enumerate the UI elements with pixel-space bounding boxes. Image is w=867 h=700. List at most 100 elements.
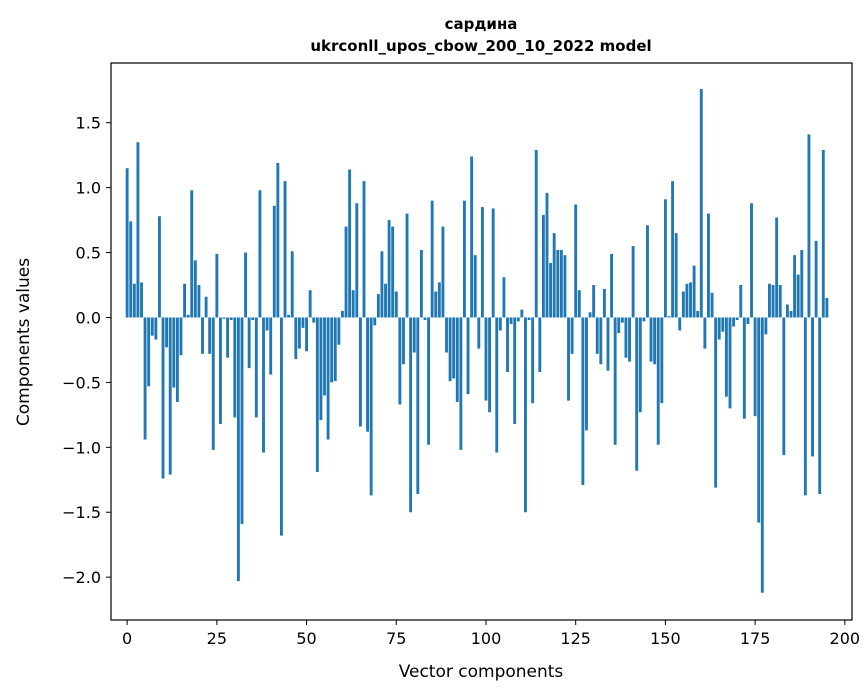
bar [506,317,509,373]
bar [409,317,413,513]
bar [714,317,718,488]
bar [574,204,578,318]
x-tick-label: 100 [471,629,502,648]
bar [707,213,710,318]
bar [165,317,169,348]
bar [305,317,308,352]
bar [172,317,176,388]
bar [599,317,603,365]
bar [369,317,373,496]
bar [323,317,326,396]
bar [136,142,140,318]
bar [283,181,287,318]
bar [233,317,237,418]
bar [219,317,222,424]
bar [480,207,484,318]
bar [391,226,395,318]
bar [502,277,506,318]
bar [175,317,179,402]
bar [541,214,545,318]
bar [628,317,631,362]
bar [366,317,369,432]
bar [818,317,822,495]
x-tick-label: 125 [560,629,591,648]
bar [595,317,599,354]
bar [703,317,707,349]
bar [796,274,800,318]
bar [559,249,563,318]
bar [229,317,233,321]
bar [301,317,305,328]
y-tick-label: 1.5 [76,114,101,133]
x-tick-label: 175 [740,629,771,648]
chart-subtitle: ukrconll_upos_cbow_200_10_2022 model [310,37,651,55]
bar [681,291,685,318]
bar [728,317,732,409]
bar [624,317,628,358]
bar [236,317,240,582]
bar [387,220,391,318]
x-axis-label: Vector components [399,662,564,682]
bar [577,290,581,318]
bar [563,255,567,318]
bars-group [125,88,829,593]
bar [724,317,728,397]
bar [581,317,585,485]
y-tick-label: 0.5 [76,244,101,263]
bar [201,317,204,354]
bar [244,252,247,318]
bar [567,317,570,401]
bar [491,208,495,318]
bar [631,246,635,318]
bar [412,317,416,353]
bar [337,317,341,345]
bar [509,317,513,324]
bar [678,317,682,331]
bar [642,317,646,322]
bar [757,317,761,523]
plot-area-frame [110,62,853,621]
bar [746,317,750,324]
bar [782,317,786,456]
bar [750,203,753,318]
y-tick-label: −2.0 [62,568,101,587]
bar [699,88,703,318]
x-tick-label: 0 [122,629,132,648]
bar [161,317,165,479]
bar [427,317,431,445]
bar [143,317,147,440]
bar [416,317,420,495]
bar [351,290,355,318]
bar [524,317,527,513]
bar [635,317,639,471]
bar [186,314,190,318]
bar [793,255,797,318]
x-tick-label: 50 [296,629,316,648]
y-tick-label: −1.0 [62,438,101,457]
bar [193,260,197,318]
bar [692,265,696,318]
x-tick-label: 75 [386,629,406,648]
bar [147,317,151,387]
bar [394,291,398,318]
bar [315,317,319,472]
bar [463,200,466,318]
bar [470,156,474,318]
bar [269,317,273,375]
chart-title: сардина [445,15,518,33]
bar [423,317,427,321]
bar [150,317,154,336]
bar [384,283,387,318]
bar [168,317,172,475]
bar [402,317,405,365]
bar [297,317,301,349]
bar [663,199,667,318]
bar [405,213,409,318]
bar [764,317,768,335]
bar [689,282,692,318]
bar [376,294,380,318]
bar [556,249,560,318]
bar [272,205,276,318]
bar [520,309,524,318]
